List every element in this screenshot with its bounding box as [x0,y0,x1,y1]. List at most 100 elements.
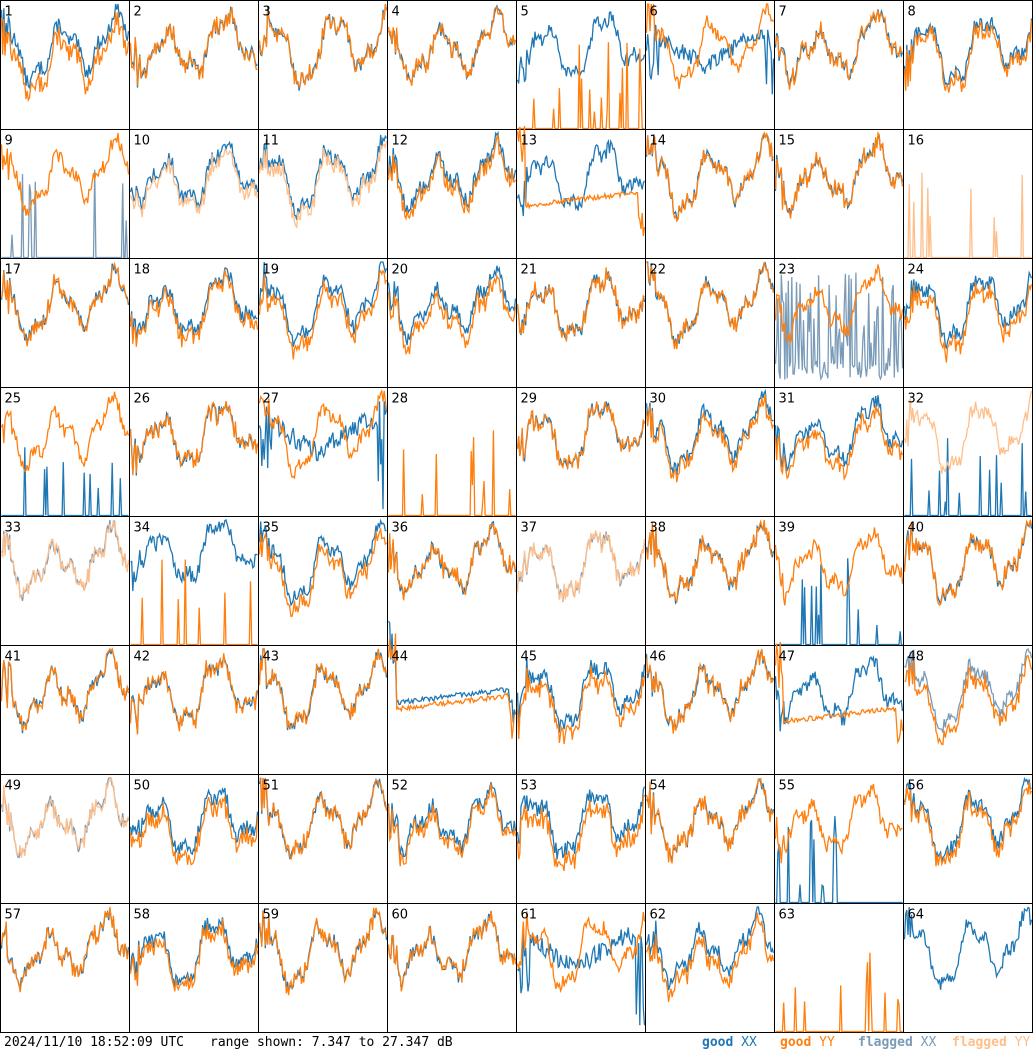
panel-frame [387,387,517,517]
yy-trace [516,267,645,342]
xx-trace [129,267,258,343]
panel-39: 39 [774,516,904,646]
legend-good-yy-pol: YY [819,1035,835,1050]
xx-trace [129,786,259,856]
panel-16: 16 [903,129,1033,259]
panel-57: 57 [0,903,130,1033]
yy-trace [387,633,516,739]
yy-trace [387,783,517,867]
panel-56: 56 [903,774,1033,904]
xx-trace [775,816,903,904]
yy-trace [517,42,645,130]
panel-number-label: 43 [263,650,280,665]
panel-20: 20 [387,258,517,388]
panel-frame [129,258,259,388]
xx-trace [903,906,1033,990]
panel-48: 48 [903,645,1033,775]
yy-trace [516,665,646,745]
xx-trace [0,3,130,90]
panel-frame [129,387,259,517]
panel-frame [774,0,904,130]
panel-number-label: 51 [263,779,280,794]
panel-number-label: 32 [908,392,925,407]
panel-51: 51 [258,774,388,904]
yy-trace [0,906,130,993]
panel-14: 14 [645,129,775,259]
panel-55: 55 [774,774,904,904]
xx-trace [645,388,774,475]
panel-frame [903,387,1033,517]
xx-trace [387,130,517,215]
panel-40: 40 [903,516,1033,646]
panel-number-label: 3 [263,5,271,20]
panel-number-label: 41 [5,650,22,665]
yy-trace [0,11,130,103]
panel-number-label: 19 [263,263,280,278]
xx-trace [258,401,388,510]
xx-trace [258,261,388,347]
panel-frame [129,645,259,775]
panel-32: 32 [903,387,1033,517]
yy-trace [259,776,388,861]
xx-trace [775,558,903,646]
xx-trace [774,395,904,473]
yy-trace [645,261,775,350]
panel-frame [516,516,646,646]
panel-frame [774,774,904,904]
panel-number-label: 61 [521,908,538,923]
panel-60: 60 [387,903,517,1033]
yy-trace [258,269,388,360]
panel-frame [0,645,130,775]
panel-number-label: 11 [263,134,280,149]
panel-7: 7 [774,0,904,130]
yy-trace [516,125,646,237]
xx-trace [903,16,1033,88]
xx-trace [774,654,904,732]
xx-trace [516,786,646,860]
panel-number-label: 22 [650,263,667,278]
panel-number-label: 13 [521,134,538,149]
panel-number-label: 45 [521,650,538,665]
panel-29: 29 [516,387,646,517]
panel-frame [516,774,646,904]
yy-trace [903,282,1033,363]
legend-flagged-yy-pol: YY [1014,1035,1031,1050]
yy-trace [904,654,1033,746]
panel-number-label: 46 [650,650,667,665]
panel-number-label: 58 [134,908,151,923]
panel-number-label: 18 [134,263,151,278]
panel-number-label: 52 [392,779,409,794]
xx-trace [387,620,517,723]
panel-frame [903,129,1033,259]
yy-trace [387,910,517,992]
panel-frame [258,516,388,646]
yy-trace [129,653,259,735]
panel-frame [129,0,259,130]
panel-44: 44 [387,620,517,775]
panel-frame [774,129,904,259]
yy-trace [258,907,388,996]
xx-trace [130,519,258,592]
panel-frame [258,645,388,775]
yy-trace [129,6,258,86]
yy-trace [129,149,259,218]
yy-trace [645,912,775,1002]
panel-35: 35 [258,516,388,646]
panel-number-label: 39 [779,521,796,536]
yy-trace [258,648,388,730]
panel-number-label: 9 [5,134,13,149]
xx-trace [387,265,517,346]
xx-trace [774,272,904,381]
panel-11: 11 [258,129,388,259]
yy-trace [516,911,646,994]
panel-2: 2 [129,0,259,130]
panel-frame [516,903,646,1033]
panel-frame [645,516,775,646]
panel-number-label: 6 [650,5,658,20]
panel-64: 64 [903,903,1033,1033]
panel-30: 30 [645,387,775,517]
timestamp-label: 2024/11/10 18:52:09 UTC [4,1035,185,1050]
yy-trace [645,131,775,223]
yy-trace [774,131,904,219]
xx-trace [516,271,646,342]
